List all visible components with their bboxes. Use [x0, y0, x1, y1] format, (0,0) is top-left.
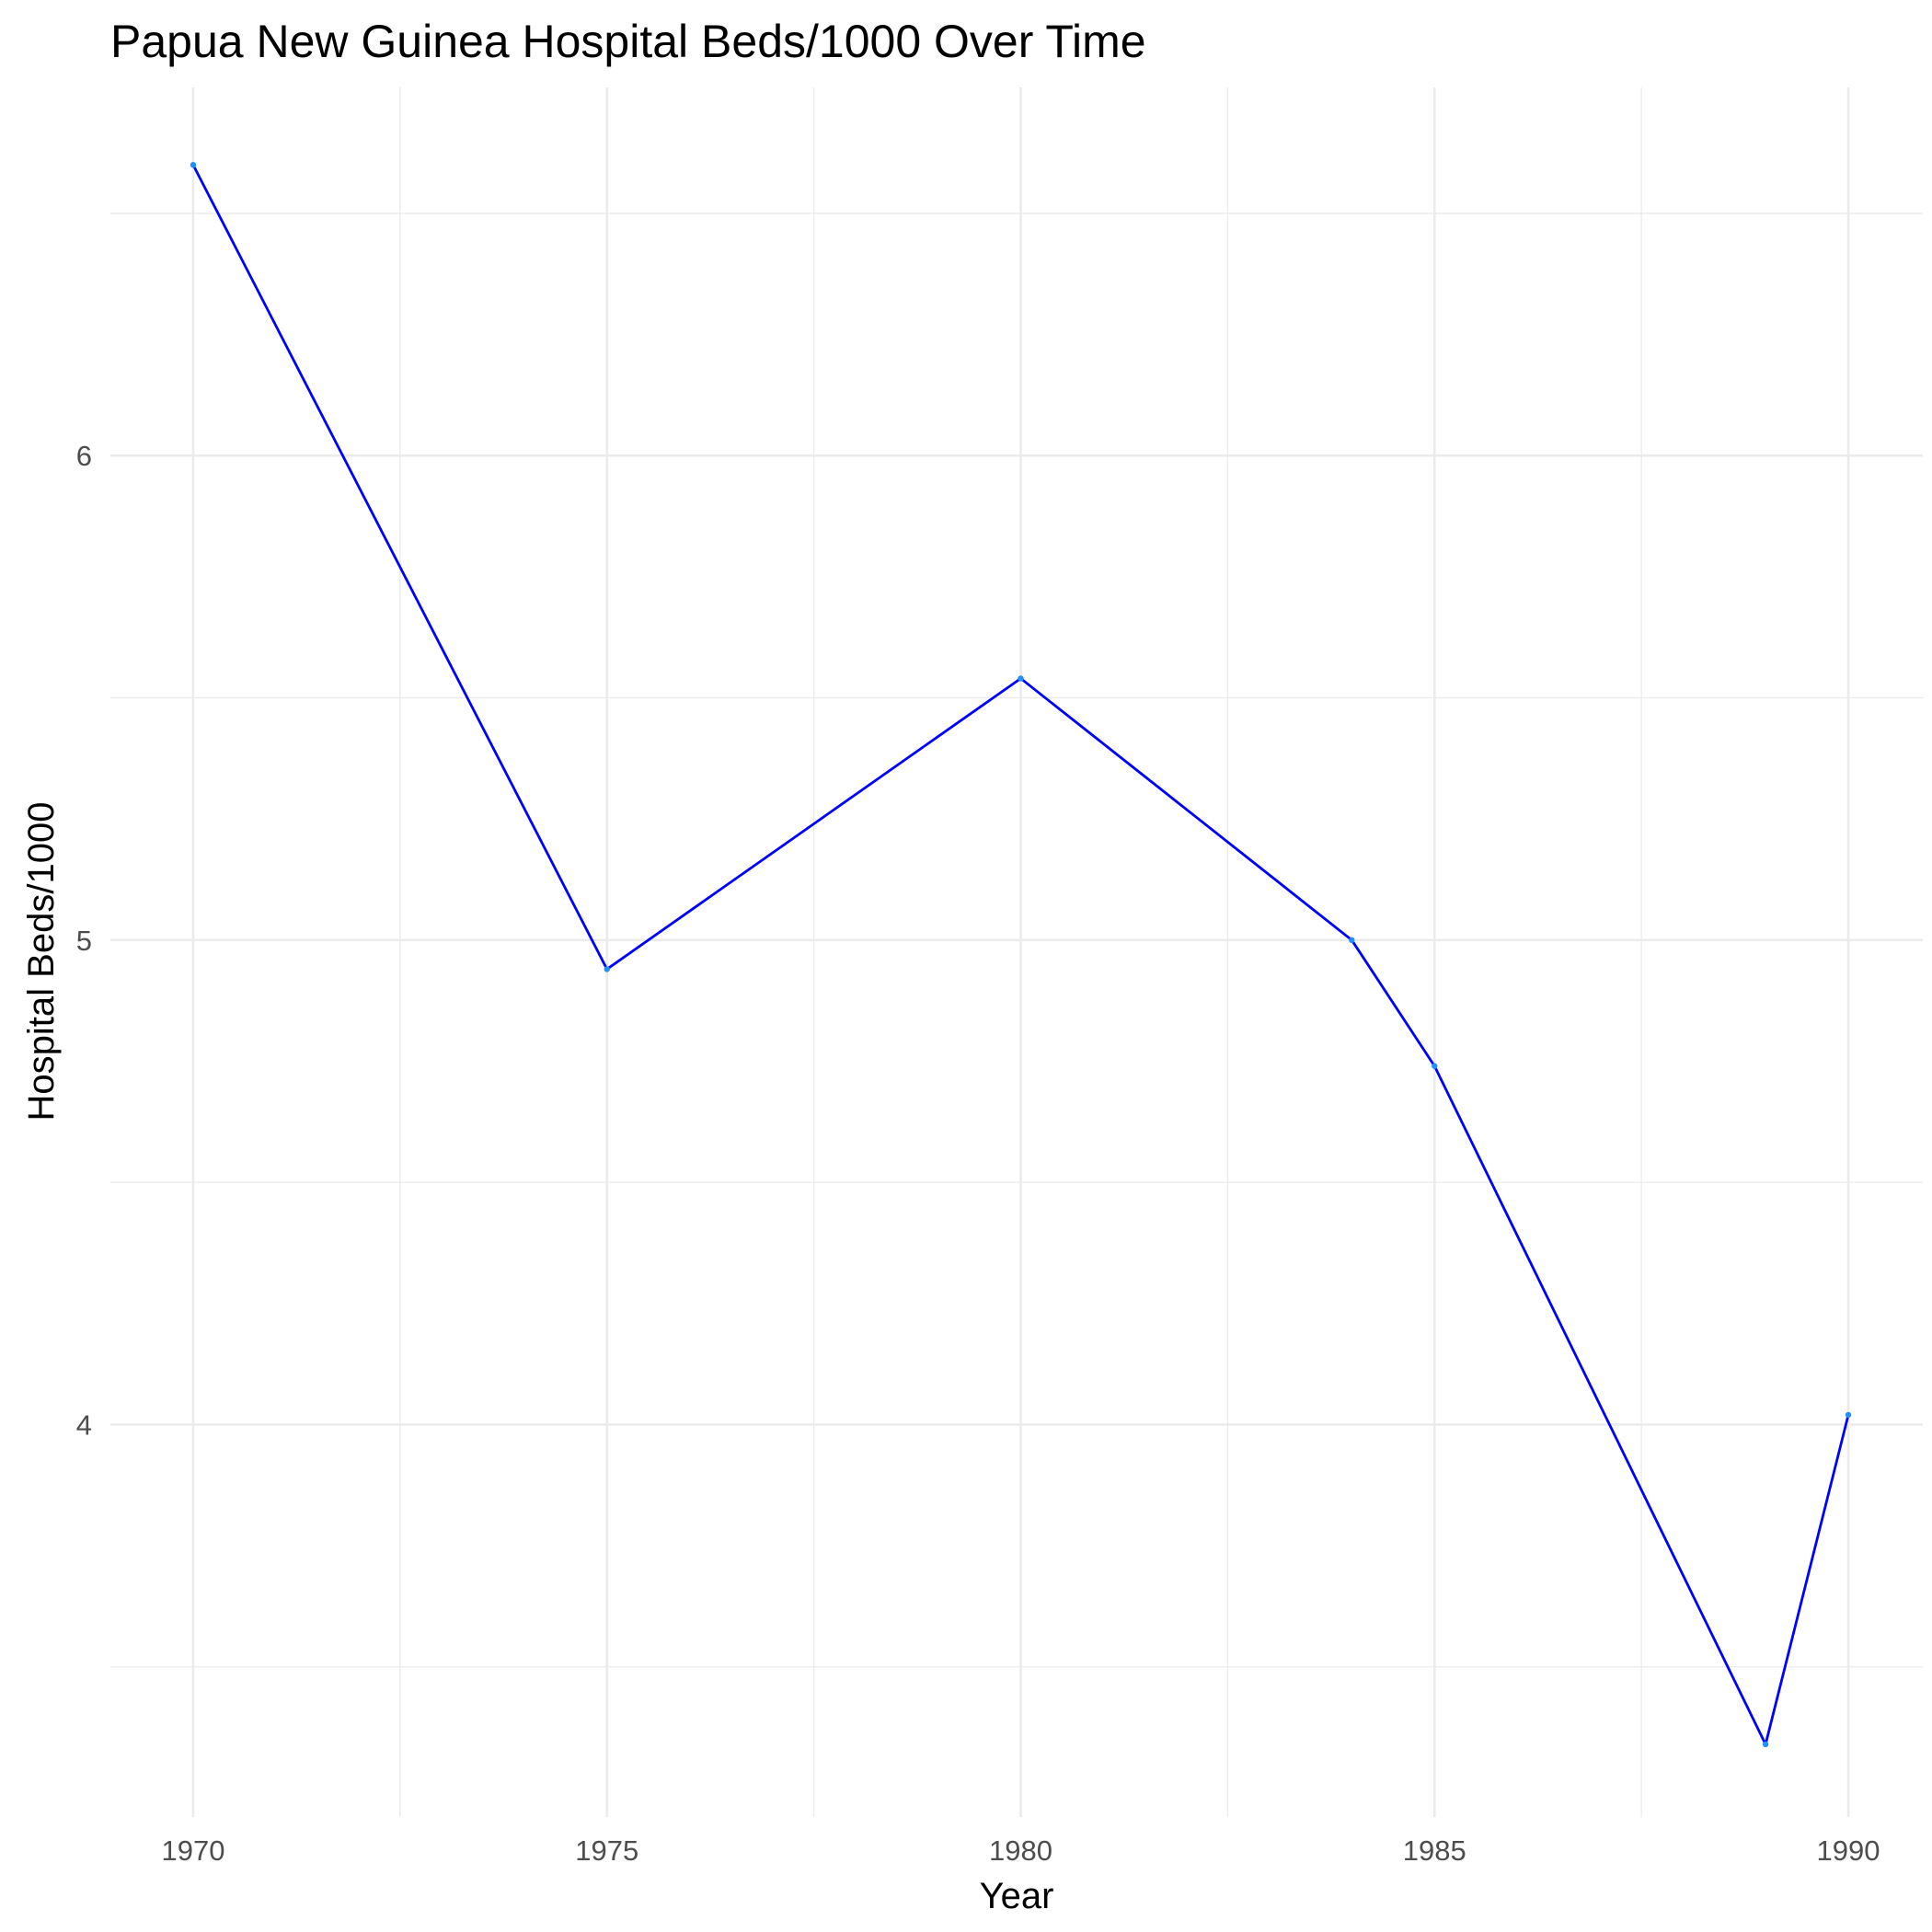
minor-gridlines-y [110, 213, 1923, 1668]
data-point [1349, 937, 1355, 944]
chart-title: Papua New Guinea Hospital Beds/1000 Over… [110, 16, 1146, 67]
x-axis-title: Year [980, 1876, 1054, 1916]
data-point [1762, 1741, 1769, 1748]
points-group [190, 162, 1852, 1748]
y-tick-label: 6 [76, 440, 92, 472]
minor-gridlines-x [399, 87, 1642, 1817]
x-tick-label: 1980 [989, 1834, 1052, 1867]
y-tick-label: 4 [76, 1409, 92, 1441]
x-tick-label: 1985 [1403, 1834, 1466, 1867]
x-tick-labels: 1970 1975 1980 1985 1990 [161, 1834, 1880, 1867]
y-tick-labels: 4 5 6 [76, 440, 92, 1441]
y-axis-title: Hospital Beds/1000 [21, 802, 62, 1121]
data-point [1845, 1411, 1852, 1419]
major-gridlines-x [191, 87, 1850, 1817]
y-tick-label: 5 [76, 925, 92, 957]
major-gridlines-y [110, 454, 1923, 1426]
x-tick-label: 1990 [1817, 1834, 1880, 1867]
data-point [1432, 1063, 1438, 1069]
data-point [604, 966, 610, 972]
x-tick-label: 1970 [161, 1834, 224, 1867]
data-point [1018, 675, 1024, 682]
x-tick-label: 1975 [575, 1834, 638, 1867]
data-point [190, 162, 197, 168]
